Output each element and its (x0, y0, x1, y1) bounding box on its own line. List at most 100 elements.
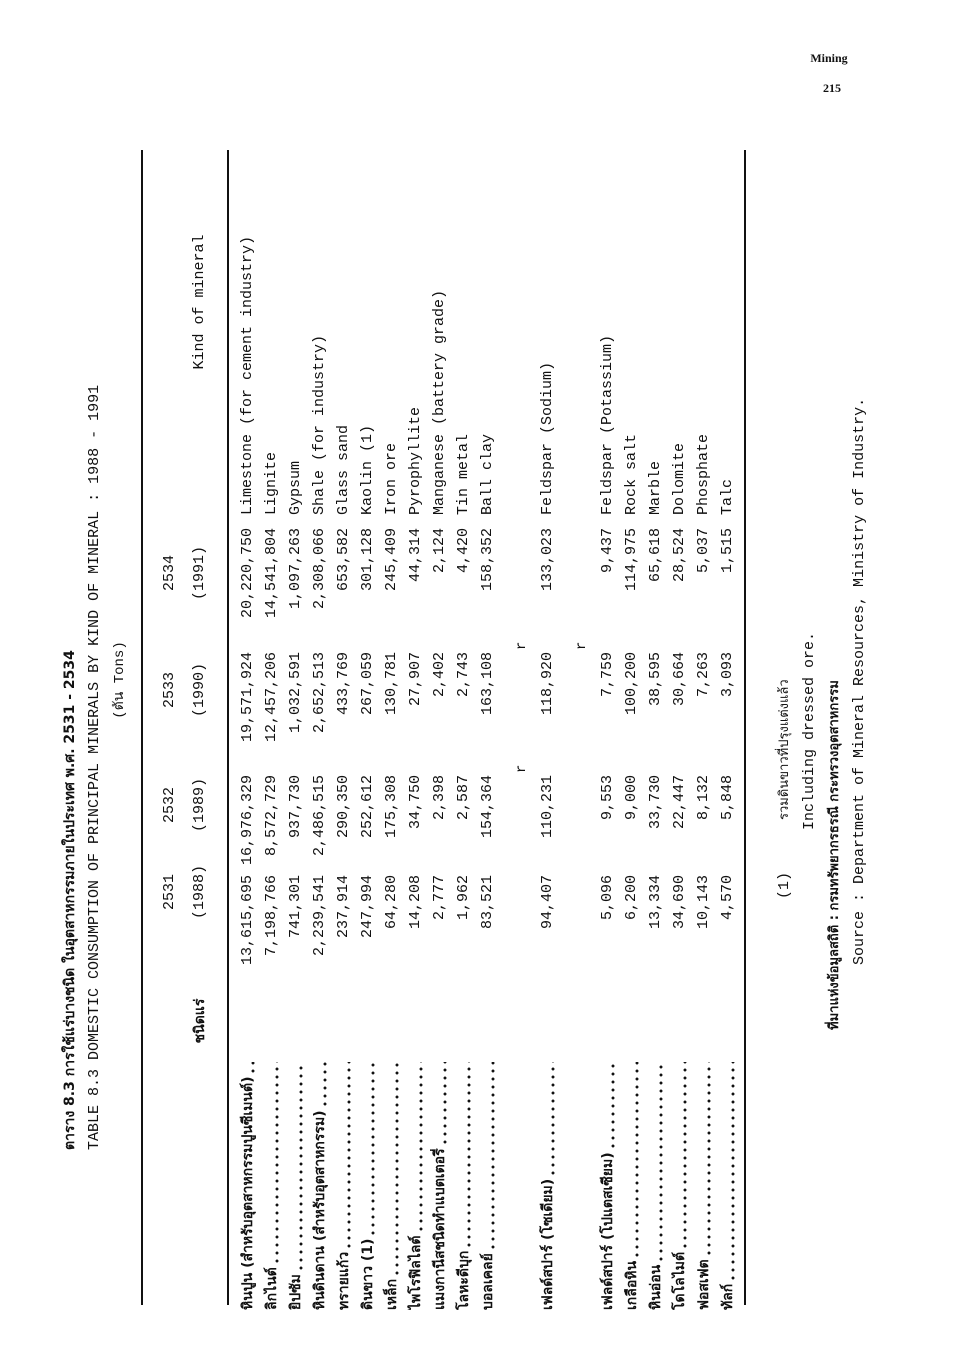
year-header-be: 2533 (161, 672, 178, 709)
cell-value-2534: 133,023 (539, 528, 556, 592)
row-label-thai: หินปูน (สำหรับอุตสาหกรรมปูนซีเมนต์) (238, 1062, 258, 1310)
cell-value-2532: 33,730 (647, 775, 664, 830)
cell-value-2532: 8,572,729 (263, 775, 280, 857)
row-label-thai: ฟอสเฟต (694, 1062, 714, 1310)
row-label-thai: ลิกไนต์ (262, 1062, 282, 1310)
revised-mark: r (514, 641, 530, 650)
cell-value-2533: 38,595 (647, 652, 664, 707)
row-label-thai: บอลเคลย์ (478, 1062, 498, 1310)
row-label-text: โลหะดีบุก (456, 1250, 472, 1310)
page-number: 215 (823, 81, 841, 95)
row-label-text: ทรายแก้ว (336, 1251, 352, 1310)
cell-value-2532: 110,231 (539, 775, 556, 839)
row-label-thai: โลหะดีบุก (454, 1062, 474, 1310)
row-label-thai: ทรายแก้ว (334, 1062, 354, 1310)
row-label-thai: ยิปซัม (286, 1062, 306, 1310)
dot-leader (334, 1062, 354, 1250)
cell-value-2534: 245,409 (383, 528, 400, 592)
cell-value-2533: 118,920 (539, 652, 556, 716)
dot-leader (382, 1062, 402, 1277)
row-label-english: Pyrophyllite (407, 406, 424, 515)
row-label-text: ไพโรฟิลไลต์ (408, 1235, 424, 1310)
year-header-be: 2531 (161, 874, 178, 911)
dot-leader (694, 1062, 714, 1258)
cell-value-2533: 7,759 (599, 652, 616, 698)
cell-value-2534: 2,124 (431, 528, 448, 574)
unit-label: (ตัน Tons) (112, 641, 128, 719)
dot-leader (310, 1062, 330, 1109)
cell-value-2533: 1,032,591 (287, 652, 304, 734)
year-header-ce: (1989) (191, 778, 208, 833)
cell-value-2533: 3,093 (719, 652, 736, 698)
dot-leader (538, 1062, 558, 1177)
cell-value-2532: 2,398 (431, 775, 448, 821)
row-label-english: Ball clay (479, 433, 496, 515)
dot-leader (454, 1062, 474, 1249)
dot-leader (622, 1062, 642, 1259)
row-label-text: ทัลก์ (720, 1283, 736, 1310)
row-label-text: บอลเคลย์ (480, 1253, 496, 1310)
row-label-english: Feldspar (Sodium) (539, 361, 556, 515)
year-header-be: 2532 (161, 787, 178, 824)
cell-value-2532: 9,553 (599, 775, 616, 821)
row-label-text: หินอ่อน (648, 1264, 664, 1310)
footnote-thai: รวมดินขาวที่ปรุงแต่งแล้ว (777, 679, 792, 820)
row-label-english: Kaolin (1) (359, 424, 376, 515)
cell-value-2534: 28,524 (671, 528, 688, 583)
cell-value-2532: 9,000 (623, 775, 640, 821)
top-rule (141, 150, 143, 1305)
header-rule (227, 150, 229, 1305)
row-label-text: เฟลด์สปาร์ (โปแตสเซียม) (600, 1152, 616, 1310)
cell-value-2534: 653,582 (335, 528, 352, 592)
row-label-thai: เหล็ก (382, 1062, 402, 1310)
row-label-english: Glass sand (335, 424, 352, 515)
dot-leader (430, 1062, 450, 1147)
row-label-thai: หินอ่อน (646, 1062, 666, 1310)
row-label-thai: ไพโรฟิลไลต์ (406, 1062, 426, 1310)
cell-value-2532: 2,587 (455, 775, 472, 821)
cell-value-2534: 2,308,066 (311, 528, 328, 610)
cell-value-2532: 290,350 (335, 775, 352, 839)
row-label-thai: เฟลด์สปาร์ (โปแตสเซียม) (598, 1062, 618, 1310)
cell-value-2533: 130,781 (383, 652, 400, 716)
revised-mark: r (514, 764, 530, 773)
dot-leader (238, 1062, 258, 1075)
row-label-thai: เฟลด์สปาร์ (โซเดียม) (538, 1062, 558, 1310)
cell-value-2532: 937,730 (287, 775, 304, 839)
row-label-text: ดินขาว (1) (360, 1238, 376, 1310)
cell-value-2534: 9,437 (599, 528, 616, 574)
row-label-english: Iron ore (383, 442, 400, 515)
header-kind-of-mineral: Kind of mineral (191, 234, 208, 370)
cell-value-2534: 44,314 (407, 528, 424, 583)
dot-leader (358, 1062, 378, 1237)
row-label-english: Gypsum (287, 460, 304, 515)
cell-value-2532: 16,976,329 (239, 775, 256, 866)
cell-value-2534: 301,128 (359, 528, 376, 592)
row-label-english: Limestone (for cement industry) (239, 235, 256, 515)
cell-value-2534: 5,037 (695, 528, 712, 574)
cell-value-2534: 4,420 (455, 528, 472, 574)
bottom-rule (744, 150, 746, 1305)
row-label-english: Marble (647, 460, 664, 515)
row-label-text: เหล็ก (384, 1278, 400, 1310)
year-header-ce: (1988) (191, 865, 208, 920)
row-label-english: Tin metal (455, 433, 472, 515)
title-thai: ตาราง 8.3 การใช้แร่บางชนิด ในอุตสาหกรรมภ… (62, 650, 78, 1150)
cell-value-2533: 163,108 (479, 652, 496, 716)
cell-value-2532: 5,848 (719, 775, 736, 821)
row-label-text: ฟอสเฟต (696, 1259, 712, 1310)
section-name: Mining (810, 51, 848, 65)
dot-leader (718, 1062, 738, 1282)
row-label-english: Phosphate (695, 433, 712, 515)
row-label-thai: แมงกานีสชนิดทำแบตเตอรี่ (430, 1062, 450, 1310)
row-label-thai: โดโลไมต์ (670, 1062, 690, 1310)
row-label-text: ลิกไนต์ (264, 1267, 280, 1310)
source-thai: ที่มาแห่งข้อมูลสถิติ : กรมทรัพยากรธรณี ก… (827, 680, 842, 1030)
dot-leader (646, 1062, 666, 1263)
cell-value-2533: 19,571,924 (239, 652, 256, 743)
source-english: Source : Department of Mineral Resources… (851, 397, 868, 965)
cell-value-2532: 34,750 (407, 775, 424, 830)
row-label-thai: ดินขาว (1) (358, 1062, 378, 1310)
cell-value-2533: 27,907 (407, 652, 424, 707)
